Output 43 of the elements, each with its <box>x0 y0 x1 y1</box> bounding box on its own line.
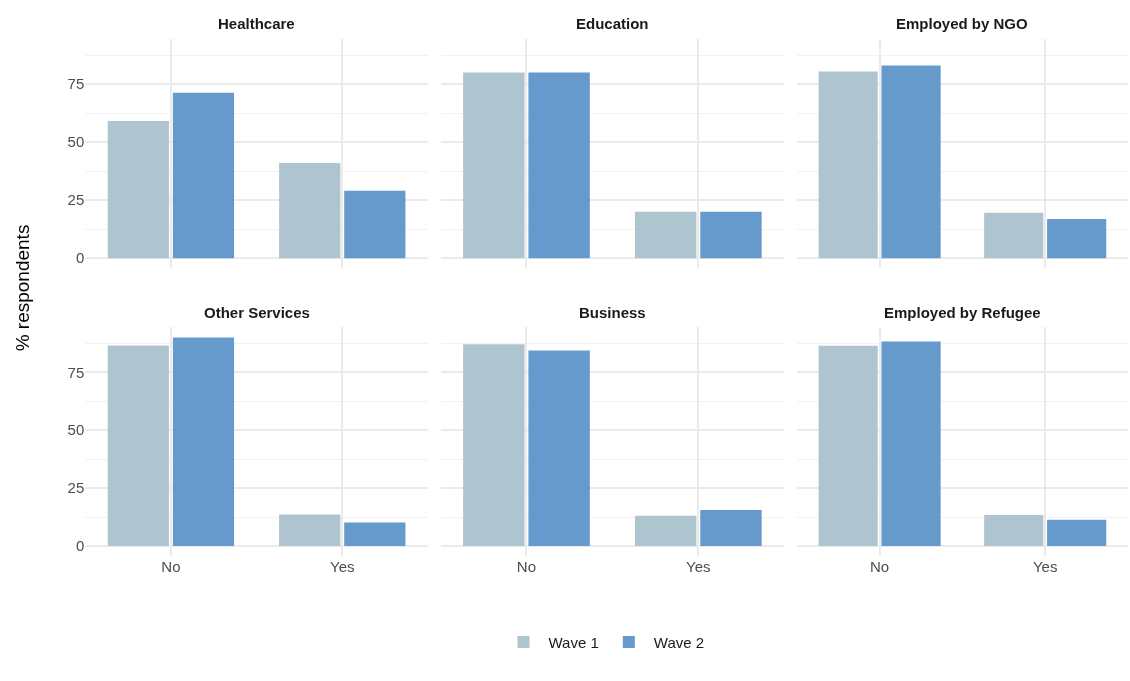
y-tick-label: 50 <box>67 133 85 151</box>
y-tick-label: 25 <box>67 191 85 209</box>
chart-title: Other Services <box>204 304 310 321</box>
bar <box>1047 218 1107 259</box>
bar <box>172 92 235 259</box>
bar <box>1047 519 1107 547</box>
x-tick-label: Yes <box>330 558 355 575</box>
y-axis-title: % respondents <box>12 224 34 352</box>
chart-title: Employed by NGO <box>896 15 1029 32</box>
bar <box>107 345 169 547</box>
y-tick-label: 75 <box>67 363 85 381</box>
bar <box>881 341 941 547</box>
bar <box>463 344 525 547</box>
legend-label: Wave 2 <box>653 633 705 651</box>
y-tick-label: 25 <box>67 479 85 497</box>
chart-title: Healthcare <box>218 15 295 32</box>
bar <box>700 509 762 547</box>
y-tick-label: 0 <box>75 249 85 267</box>
chart-title: Employed by Refugee <box>884 304 1041 321</box>
bar <box>984 515 1044 547</box>
bar <box>279 162 341 259</box>
y-tick-label: 50 <box>67 421 85 439</box>
bar <box>881 65 941 259</box>
x-tick-label: Yes <box>1032 558 1058 575</box>
bar <box>528 350 590 547</box>
legend-label: Wave 1 <box>548 633 599 651</box>
bar <box>279 514 341 547</box>
bar <box>344 190 406 259</box>
bar <box>107 120 169 259</box>
bar <box>818 71 878 259</box>
x-tick-label: No <box>161 558 181 575</box>
bar <box>344 522 406 547</box>
y-tick-label: 75 <box>67 75 85 93</box>
y-tick-label: 0 <box>75 537 85 555</box>
chart-title: Education <box>576 15 649 32</box>
bar <box>818 345 878 547</box>
bar <box>634 515 697 547</box>
chart-title: Business <box>579 304 646 321</box>
x-tick-label: No <box>516 558 537 575</box>
bar <box>172 337 235 547</box>
x-tick-label: No <box>870 558 890 575</box>
x-tick-label: Yes <box>686 558 711 575</box>
bar <box>984 212 1044 259</box>
